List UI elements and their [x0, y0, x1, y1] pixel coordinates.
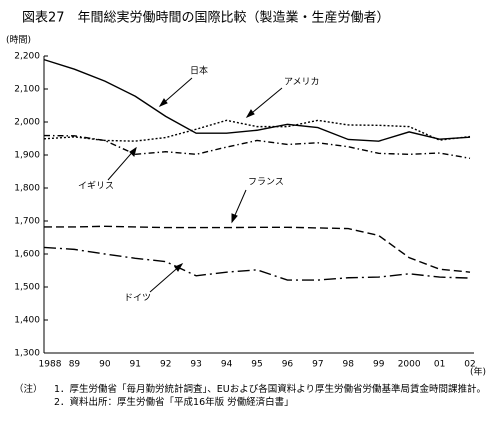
x-axis-label: (年)	[470, 366, 486, 378]
x-tick-label: 91	[130, 360, 141, 370]
series-line	[43, 246, 471, 281]
notes: （注） 1．厚生労働省「毎月勤労統計調査」、EUおよび各国資料より厚生労働省労働…	[14, 383, 494, 409]
spacer	[14, 396, 54, 409]
arrowhead	[231, 213, 238, 224]
y-tick-label: 1,900	[14, 151, 40, 161]
y-tick-label: 1,500	[14, 283, 40, 293]
y-tick-label: 1,800	[14, 184, 40, 194]
x-tick-label: 99	[373, 360, 385, 370]
series-line	[44, 225, 471, 273]
notes-head: （注）	[14, 384, 43, 395]
arrowhead	[245, 109, 255, 119]
x-tick-label: 94	[221, 360, 233, 370]
x-tick-label: 95	[251, 360, 262, 370]
series-label: イギリス	[78, 181, 114, 192]
y-axis-label: (時間)	[6, 35, 31, 46]
x-tick-label: 98	[343, 360, 355, 370]
chart-title: 図表27 年間総実労働時間の国際比較（製造業・生産労働者）	[22, 10, 390, 26]
x-tick-label: 92	[160, 360, 171, 370]
chart: 図表27 年間総実労働時間の国際比較（製造業・生産労働者） (時間) (年) 日…	[6, 10, 486, 378]
y-tick-label: 1,600	[14, 250, 40, 260]
note-row: 2．資料出所：厚生労働省「平成16年版 労働経済白書」	[14, 396, 494, 409]
y-tick-label: 1,400	[14, 316, 40, 326]
y-tick-label: 2,100	[14, 85, 40, 95]
note: 2．資料出所：厚生労働省「平成16年版 労働経済白書」	[54, 397, 294, 408]
y-tick-label: 1,300	[14, 349, 40, 359]
series-label: アメリカ	[284, 77, 320, 88]
y-tick-label: 1,700	[14, 217, 40, 227]
y-tick-label: 2,200	[14, 52, 40, 62]
series-line	[43, 134, 471, 159]
x-tick-label: 2000	[398, 360, 421, 370]
arrows	[107, 77, 283, 293]
note-row: （注） 1．厚生労働省「毎月勤労統計調査」、EUおよび各国資料より厚生労働省労働…	[14, 383, 494, 396]
series-label: 日本	[190, 65, 208, 77]
arrowhead	[158, 98, 168, 108]
x-tick-label: 89	[69, 360, 81, 370]
x-tick-label: 93	[190, 360, 201, 370]
series-label: フランス	[248, 177, 284, 188]
x-tick-label: 1988	[39, 360, 62, 370]
series-line	[43, 119, 471, 142]
note: 1．厚生労働省「毎月勤労統計調査」、EUおよび各国資料より厚生労働省労働基準局賃…	[54, 384, 487, 395]
x-tick-label: 96	[282, 360, 294, 370]
series-label: ドイツ	[124, 294, 151, 304]
series-line	[43, 58, 471, 142]
arrowhead	[129, 146, 137, 157]
x-tick-label: 97	[312, 360, 323, 370]
x-tick-label: 01	[434, 360, 445, 370]
y-tick-label: 2,000	[14, 118, 40, 128]
x-tick-label: 02	[464, 360, 475, 370]
x-tick-label: 90	[99, 360, 111, 370]
